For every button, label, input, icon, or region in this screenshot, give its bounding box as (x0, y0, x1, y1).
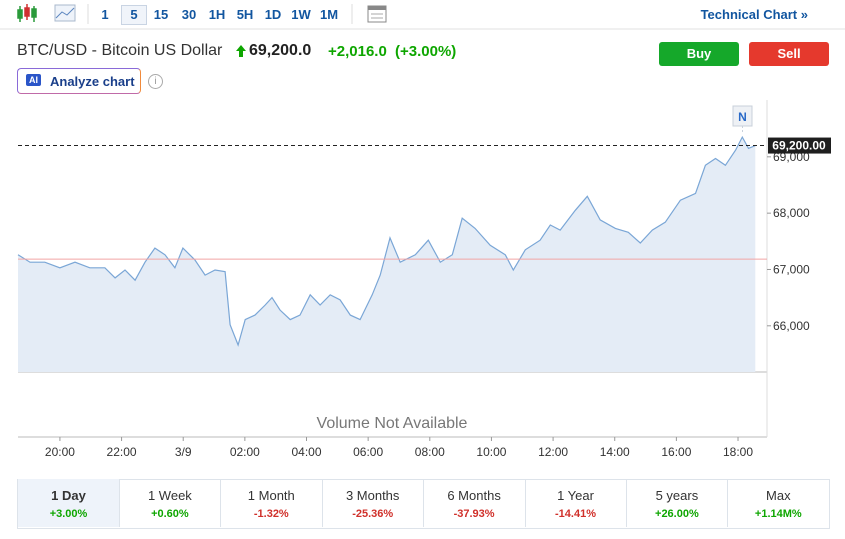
period-change[interactable]: +26.00% (655, 508, 699, 520)
period-change[interactable]: -1.32% (253, 508, 289, 520)
link-text[interactable]: Technical Chart (700, 7, 798, 22)
interval-button[interactable]: 5 (121, 5, 147, 25)
analyze-chart-button[interactable]: AI Analyze chart (17, 68, 141, 94)
x-tick-label: 10:00 (476, 445, 506, 459)
technical-chart-link[interactable]: Technical Chart » (701, 7, 808, 22)
news-marker-label: N (738, 110, 747, 124)
period-change[interactable]: -25.36% (352, 508, 394, 520)
period-change[interactable]: +3.00% (49, 508, 88, 520)
buy-button[interactable]: Buy (659, 42, 739, 66)
x-tick-label: 22:00 (107, 445, 137, 459)
link-arrow[interactable]: » (800, 7, 808, 22)
x-tick-label: 3/9 (175, 445, 192, 459)
period-label[interactable]: 1 Year (557, 488, 594, 503)
y-tick-label: 68,000 (773, 206, 810, 220)
area-icon[interactable] (54, 4, 76, 22)
period-cell[interactable]: 1 Month -1.32% (221, 479, 323, 527)
x-tick-label: 18:00 (723, 445, 753, 459)
interval-button[interactable]: 5H (236, 7, 254, 22)
interval-button[interactable]: 1M (319, 7, 339, 22)
y-tick-label: 67,000 (773, 262, 810, 276)
period-label[interactable]: 3 Months (345, 488, 400, 503)
period-cell[interactable]: 1 Year -14.41% (525, 479, 627, 527)
interval-button[interactable]: 1W (291, 7, 311, 22)
period-cell[interactable]: 5 years +26.00% (626, 479, 729, 527)
x-tick-label: 20:00 (45, 445, 75, 459)
period-change[interactable]: -14.41% (555, 508, 596, 520)
period-change[interactable]: +1.14M% (754, 508, 802, 520)
sell-button[interactable]: Sell (749, 42, 829, 66)
period-label[interactable]: 1 Day (51, 488, 86, 503)
x-tick-label: 06:00 (353, 445, 383, 459)
period-cell[interactable]: Max +1.14M% (728, 479, 829, 527)
analyze-label[interactable]: Analyze chart (50, 74, 135, 89)
x-tick-label: 04:00 (291, 445, 321, 459)
toolbar-icons (0, 4, 845, 30)
volume-note: Volume Not Available (317, 415, 468, 432)
price: 69,200.0 (249, 42, 312, 59)
change: +2,016.0 (328, 43, 387, 60)
x-tick-label: 02:00 (230, 445, 260, 459)
ai-badge[interactable]: AI (26, 74, 41, 86)
period-label[interactable]: 1 Week (147, 488, 192, 503)
last-price-box (768, 137, 831, 154)
calendar-icon[interactable] (367, 5, 387, 23)
price-line (17, 135, 756, 347)
period-cell[interactable]: 1 Day +3.00% (18, 479, 120, 527)
chart: Investing.comVolume Not Available66,0006… (17, 100, 831, 459)
period-cell[interactable]: 1 Week +0.60% (119, 479, 222, 527)
interval-button[interactable]: 1H (208, 7, 226, 22)
candlestick-icon[interactable] (17, 4, 37, 22)
instrument-title: BTC/USD - Bitcoin US Dollar (17, 42, 223, 59)
x-tick-label: 16:00 (661, 445, 691, 459)
period-label[interactable]: 1 Month (247, 488, 295, 503)
last-price-label: 69,200.00 (772, 139, 826, 153)
change-percent: (+3.00%) (395, 43, 457, 60)
x-tick-label: 12:00 (538, 445, 568, 459)
period-cell[interactable]: 3 Months -25.36% (322, 479, 425, 527)
period-change[interactable]: -37.93% (453, 508, 495, 520)
period-label[interactable]: 6 Months (447, 488, 501, 503)
x-tick-label: 14:00 (600, 445, 630, 459)
y-tick-label: 66,000 (773, 319, 810, 333)
period-label[interactable]: 5 years (655, 488, 699, 503)
interval-button[interactable]: 1D (264, 7, 282, 22)
interval-button[interactable]: 15 (153, 7, 169, 22)
period-cell[interactable]: 6 Months -37.93% (424, 479, 526, 527)
period-change[interactable]: +0.60% (151, 508, 189, 520)
up-arrow (236, 45, 246, 57)
period-label[interactable]: Max (766, 488, 791, 503)
interval-button[interactable]: 30 (181, 7, 197, 22)
area-fill (18, 137, 756, 372)
interval-button[interactable]: 1 (101, 7, 109, 22)
info-icon[interactable]: i (148, 74, 163, 89)
x-tick-label: 08:00 (415, 445, 445, 459)
